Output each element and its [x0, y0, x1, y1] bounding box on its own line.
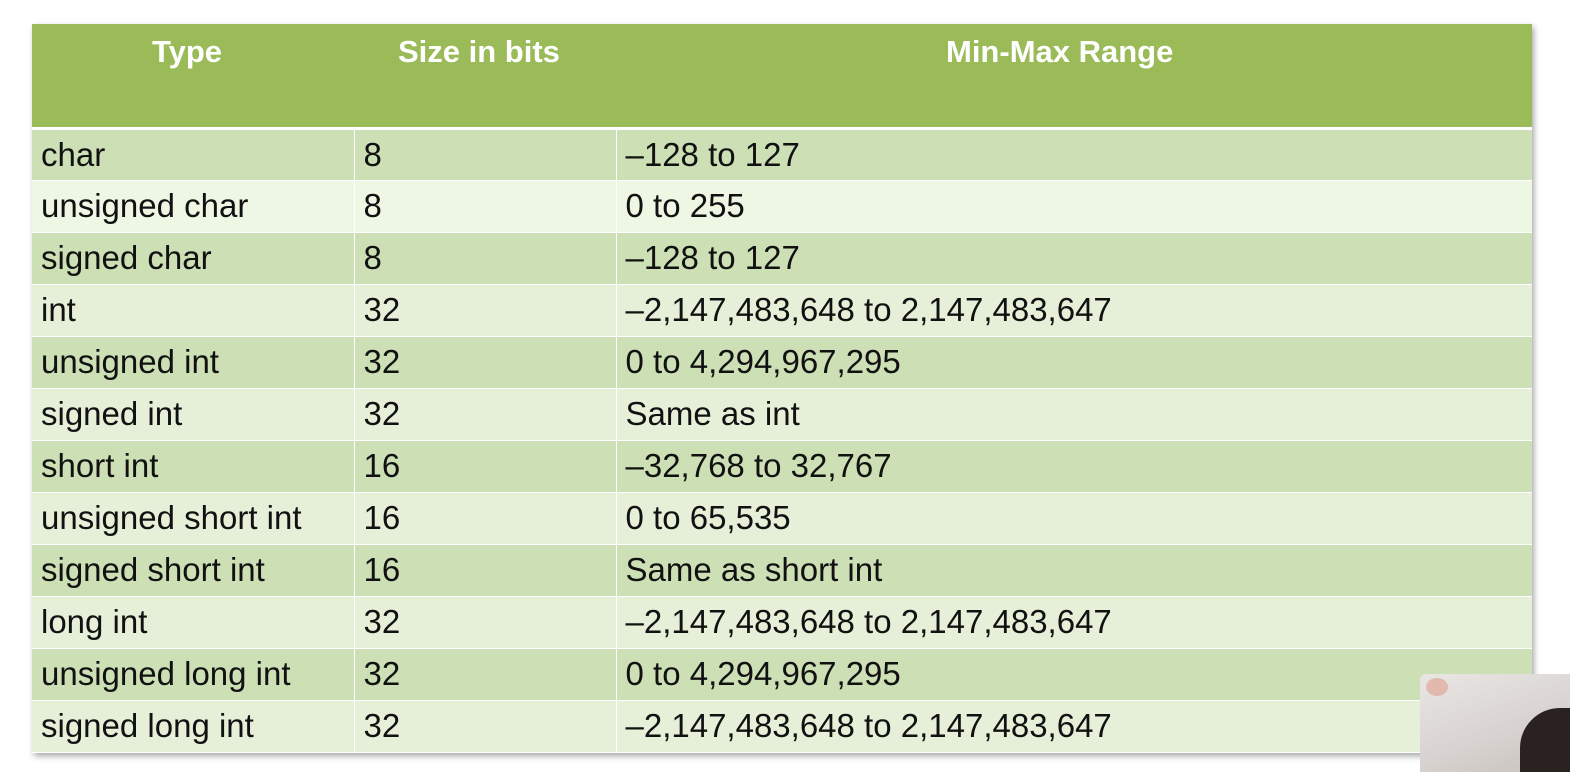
cell-type: unsigned char — [32, 180, 355, 233]
cell-range: –2,147,483,648 to 2,147,483,647 — [616, 596, 1532, 649]
webcam-hand-shape — [1426, 678, 1448, 696]
cell-type: char — [32, 128, 355, 181]
header-min-max-range: Min-Max Range — [616, 24, 1532, 130]
table-row: unsigned long int 32 0 to 4,294,967,295 — [32, 648, 1532, 701]
table-row: unsigned char 8 0 to 255 — [32, 180, 1532, 233]
cell-type: int — [32, 284, 355, 337]
cell-size: 16 — [354, 440, 617, 493]
cell-type: signed short int — [32, 544, 355, 597]
webcam-overlay — [1420, 674, 1570, 772]
cell-range: Same as short int — [616, 544, 1532, 597]
cell-type: unsigned short int — [32, 492, 355, 545]
table-row: signed short int 16 Same as short int — [32, 544, 1532, 597]
cell-type: signed int — [32, 388, 355, 441]
cell-range: 0 to 4,294,967,295 — [616, 336, 1532, 389]
cell-size: 16 — [354, 492, 617, 545]
table-row: short int 16 –32,768 to 32,767 — [32, 440, 1532, 493]
table-row: char 8 –128 to 127 — [32, 128, 1532, 181]
cell-range: –2,147,483,648 to 2,147,483,647 — [616, 700, 1532, 753]
cell-size: 16 — [354, 544, 617, 597]
cell-type: unsigned int — [32, 336, 355, 389]
cell-type: short int — [32, 440, 355, 493]
cell-range: –32,768 to 32,767 — [616, 440, 1532, 493]
data-types-table: Type Size in bits Min-Max Range char 8 –… — [32, 24, 1532, 753]
table-row: signed int 32 Same as int — [32, 388, 1532, 441]
cell-range: 0 to 4,294,967,295 — [616, 648, 1532, 701]
cell-size: 32 — [354, 596, 617, 649]
table-row: unsigned short int 16 0 to 65,535 — [32, 492, 1532, 545]
cell-size: 32 — [354, 336, 617, 389]
data-types-table-container: Type Size in bits Min-Max Range char 8 –… — [32, 24, 1532, 753]
cell-type: unsigned long int — [32, 648, 355, 701]
table-row: signed char 8 –128 to 127 — [32, 232, 1532, 285]
table-row: int 32 –2,147,483,648 to 2,147,483,647 — [32, 284, 1532, 337]
header-type: Type — [32, 24, 354, 130]
cell-range: –2,147,483,648 to 2,147,483,647 — [616, 284, 1532, 337]
cell-size: 32 — [354, 388, 617, 441]
cell-range: –128 to 127 — [616, 128, 1532, 181]
table-row: long int 32 –2,147,483,648 to 2,147,483,… — [32, 596, 1532, 649]
cell-type: long int — [32, 596, 355, 649]
cell-size: 32 — [354, 284, 617, 337]
cell-type: signed long int — [32, 700, 355, 753]
table-header-row: Type Size in bits Min-Max Range — [32, 24, 1532, 130]
table-row: unsigned int 32 0 to 4,294,967,295 — [32, 336, 1532, 389]
cell-size: 32 — [354, 648, 617, 701]
cell-size: 8 — [354, 180, 617, 233]
table-row: signed long int 32 –2,147,483,648 to 2,1… — [32, 700, 1532, 753]
cell-range: –128 to 127 — [616, 232, 1532, 285]
webcam-person-shape — [1520, 708, 1570, 772]
cell-range: 0 to 65,535 — [616, 492, 1532, 545]
cell-range: Same as int — [616, 388, 1532, 441]
cell-size: 8 — [354, 128, 617, 181]
header-size-in-bits: Size in bits — [354, 24, 616, 130]
cell-range: 0 to 255 — [616, 180, 1532, 233]
cell-size: 32 — [354, 700, 617, 753]
cell-type: signed char — [32, 232, 355, 285]
cell-size: 8 — [354, 232, 617, 285]
